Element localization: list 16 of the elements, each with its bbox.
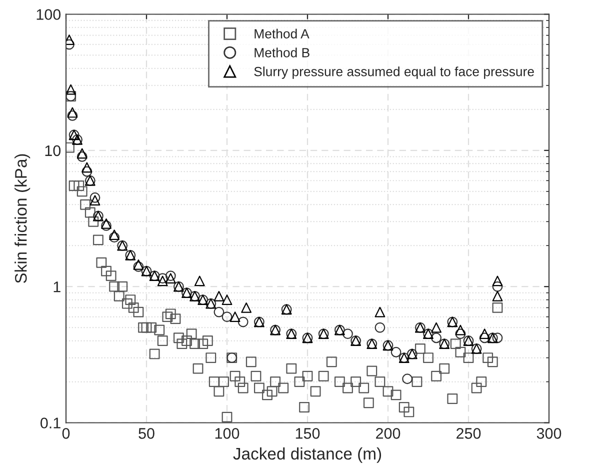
y-axis-title: Skin friction (kPa) [14,154,30,284]
y-tick-label: 10 [45,145,61,156]
x-tick-label: 0 [62,428,70,439]
y-tick-label: 0.1 [40,418,60,428]
x-axis-title: Jacked distance (m) [233,447,382,463]
x-tick-label: 50 [138,428,154,439]
legend-label: Method A [254,28,310,38]
legend-label: Slurry pressure assumed equal to face pressure [254,66,534,79]
y-tick-label: 100 [36,9,61,20]
x-tick-label: 100 [215,428,240,439]
legend-label: Method B [254,48,310,58]
x-tick-label: 250 [456,428,481,439]
x-tick-label: 200 [376,428,400,439]
y-tick-label: 1 [54,282,60,292]
x-tick-label: 150 [296,428,320,439]
x-tick-label: 300 [536,428,562,439]
